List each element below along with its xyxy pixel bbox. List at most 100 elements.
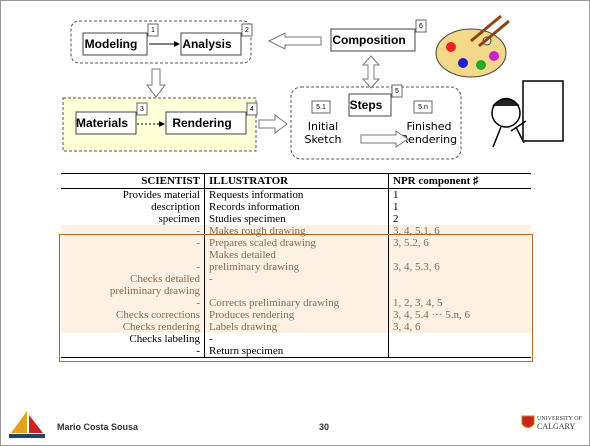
- table-cell: Checks rendering: [61, 321, 205, 333]
- column-header: SCIENTIST: [61, 173, 205, 189]
- step-label: Initial: [308, 120, 338, 133]
- box-number: 1: [151, 27, 155, 34]
- table-row: Provides material Requests information 1: [61, 188, 531, 201]
- table-row: - Corrects preliminary drawing 1, 2, 3, 4,…: [61, 297, 531, 309]
- page-number: 30: [319, 422, 330, 432]
- logo-text: CALGARY: [537, 422, 576, 431]
- table-cell: description: [61, 201, 205, 213]
- number-box: [241, 23, 253, 37]
- column-header: ILLUSTRATOR: [204, 173, 389, 189]
- number-box: [136, 102, 148, 116]
- step-number-box: [413, 100, 433, 114]
- box-number: 3: [140, 106, 144, 113]
- table-cell: Makes detailed preliminary drawing: [204, 249, 389, 273]
- university-logo: UNIVERSITY OF CALGARY: [537, 415, 582, 432]
- table-row: - Makes detailed preliminary drawing 3, 4, …: [61, 249, 531, 273]
- box-label: Composition: [332, 33, 405, 47]
- table-cell: Records information: [204, 201, 389, 213]
- table-cell: -: [204, 273, 389, 297]
- table-cell: Studies specimen: [204, 213, 389, 225]
- author: Mario Costa Sousa: [57, 422, 139, 432]
- box-label: Modeling: [85, 37, 138, 51]
- diagram: Modeling 1 Analysis 2 Materials 3 Rendering 4 St…: [62, 14, 564, 160]
- hollow-arrow: [258, 114, 288, 134]
- table-cell: Prepares scaled drawing: [204, 237, 389, 249]
- table-cell: 1: [393, 201, 399, 213]
- step-label: Rendering: [401, 133, 457, 146]
- column-header: NPR component ♯: [388, 173, 531, 189]
- number-box: [246, 102, 258, 116]
- table-cell: 3, 4, 5.4 ··· 5.n, 6: [388, 309, 531, 321]
- table-cell: [389, 333, 532, 345]
- box: [348, 93, 392, 117]
- table-cell: Makes rough drawing: [204, 225, 389, 237]
- table-cell: -: [61, 225, 205, 237]
- table-cell: 3, 4, 5.3, 6: [388, 249, 531, 273]
- table-cell: 1: [393, 189, 399, 201]
- box-label: Rendering: [172, 116, 231, 130]
- table-cell: 1, 2, 3, 4, 5: [388, 297, 531, 309]
- table-cell: [388, 273, 531, 297]
- box: [330, 28, 416, 52]
- number-box: [391, 84, 403, 98]
- hollow-arrow: [361, 55, 381, 89]
- table-row: Checks rendering Labels drawing 3, 4, 6: [61, 321, 531, 333]
- table-cell: -: [204, 333, 389, 345]
- number-box: [147, 23, 159, 37]
- box: [165, 111, 247, 135]
- table-row: Checks labeling -: [61, 333, 531, 345]
- group-frame: [290, 86, 462, 160]
- table-cell: Requests information: [204, 188, 389, 201]
- table-cell: -: [61, 237, 205, 249]
- table-cell: Checks detailed preliminary drawing: [61, 273, 205, 297]
- hollow-arrow: [146, 68, 166, 98]
- table-row: - Prepares scaled drawing 3, 5.2, 6: [61, 237, 531, 249]
- box-number: 4: [250, 106, 254, 113]
- table-cell: specimen: [61, 213, 205, 225]
- box-number: 2: [245, 27, 249, 34]
- table-row: Checks corrections Produces rendering 3, 4…: [61, 309, 531, 321]
- step-number-box: [311, 100, 331, 114]
- step-number: 5.1: [316, 104, 326, 111]
- table-cell: 2: [393, 213, 399, 225]
- process-table: SCIENTIST ILLUSTRATOR NPR component ♯ Provi…: [61, 173, 531, 358]
- table-cell: [388, 345, 531, 358]
- table-cell: Return specimen: [204, 345, 389, 358]
- hollow-arrow: [267, 32, 322, 50]
- box-label: Steps: [350, 98, 383, 112]
- group-frame: [70, 20, 252, 64]
- box-number: 6: [419, 23, 423, 30]
- table-cell: -: [61, 345, 205, 358]
- number-box: [415, 19, 427, 33]
- table-cell: Checks labeling: [61, 333, 205, 345]
- cell-line: Makes detailed: [209, 249, 276, 261]
- crest: [521, 415, 535, 428]
- table-cell: Corrects preliminary drawing: [204, 297, 389, 309]
- cell-line: preliminary drawing: [109, 285, 200, 297]
- table-row: - Makes rough drawing 3, 4, 5.1, 6: [61, 225, 531, 237]
- box-label: Analysis: [182, 37, 232, 51]
- table-row: - Return specimen: [61, 345, 531, 358]
- sail-logo: [9, 411, 45, 438]
- table-cell: Checks corrections: [61, 309, 205, 321]
- table-cell: Produces rendering: [204, 309, 389, 321]
- step-number: 5.n: [418, 104, 428, 111]
- cell-line: Checks detailed: [130, 273, 200, 285]
- table-cell: -: [61, 297, 205, 309]
- palette-icon: [435, 14, 510, 78]
- table-row: specimen Studies specimen 2: [61, 213, 531, 225]
- table-cell: -: [61, 249, 205, 273]
- box: [82, 32, 148, 56]
- step-label: Sketch: [304, 133, 341, 146]
- table-cell: 3, 4, 5.1, 6: [388, 225, 531, 237]
- logo-text: UNIVERSITY OF: [537, 416, 582, 422]
- table-cell: 3, 5.2, 6: [388, 237, 531, 249]
- table-cell: 3, 4, 6: [388, 321, 531, 333]
- step-label: Finished: [406, 120, 451, 133]
- box-number: 5: [395, 88, 399, 95]
- box-label: Materials: [76, 116, 128, 130]
- table-cell: Provides material: [61, 188, 205, 201]
- table-cell: Labels drawing: [204, 321, 389, 333]
- box: [180, 32, 242, 56]
